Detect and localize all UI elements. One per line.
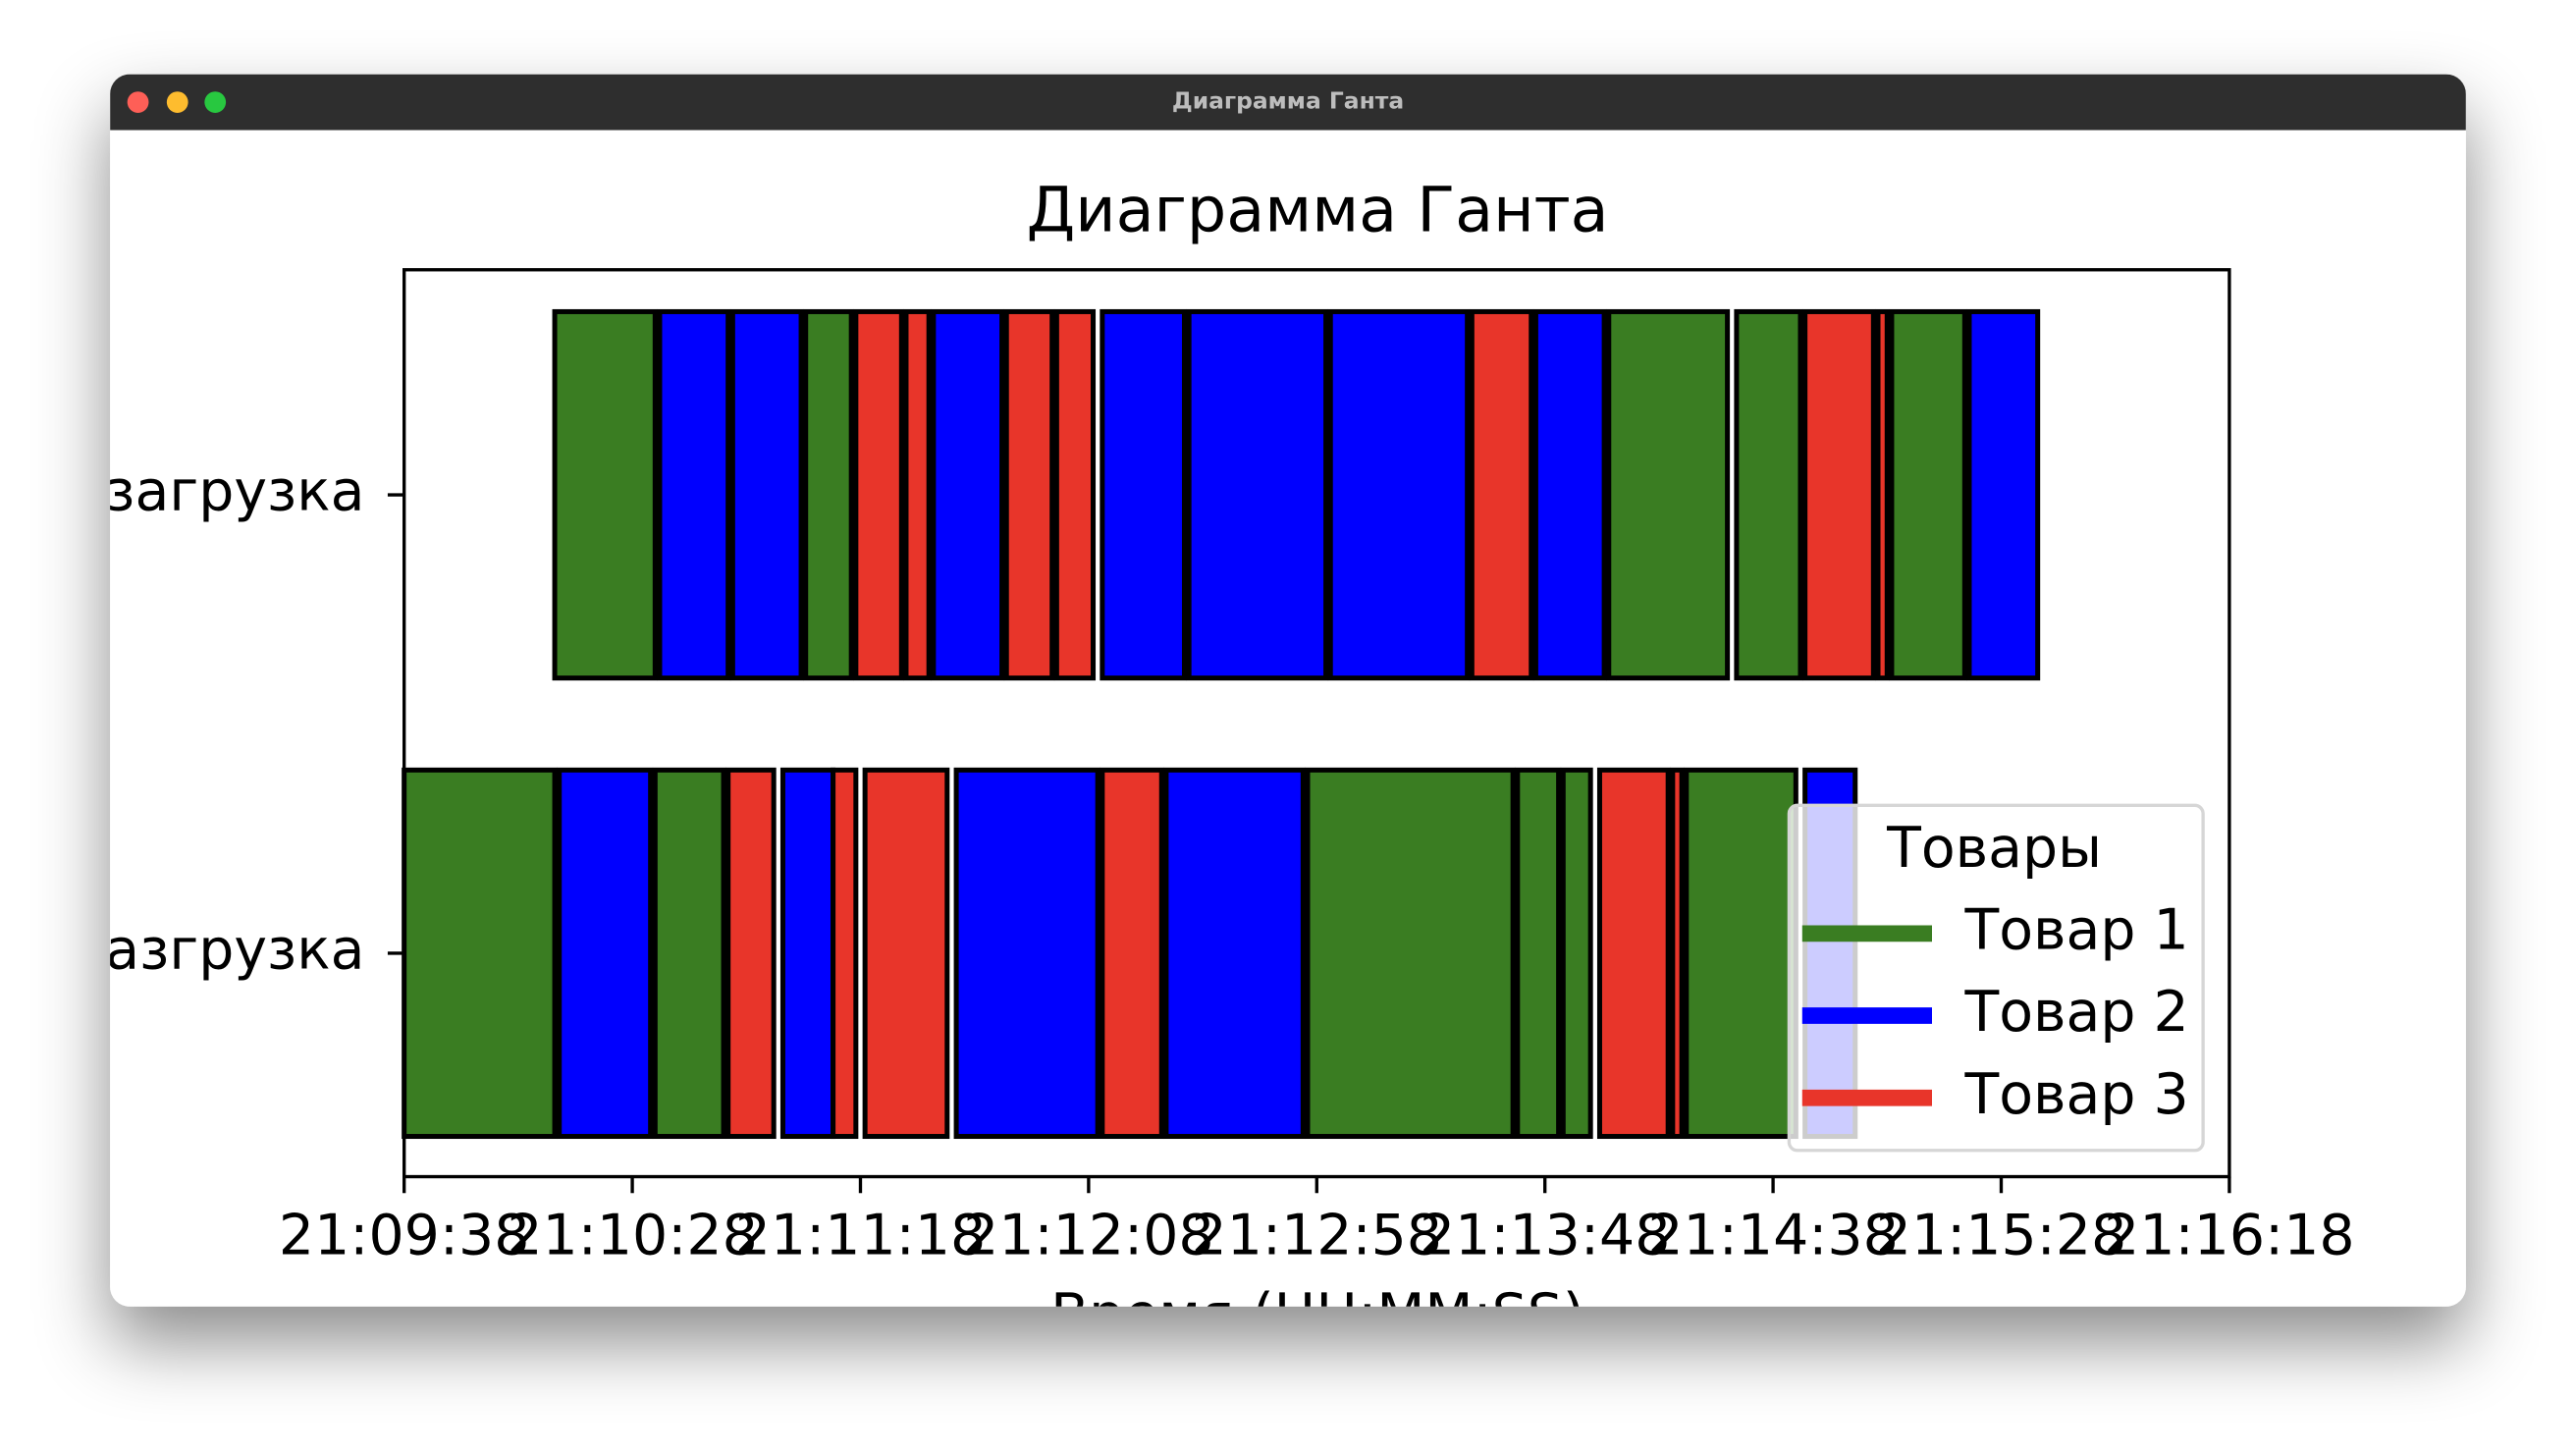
- task-bar: [725, 767, 777, 1140]
- task-bar: [1003, 308, 1055, 681]
- task-bar: [1875, 308, 1890, 681]
- x-tick-label: 21:11:18: [735, 1204, 986, 1268]
- task-bar: [1606, 308, 1731, 681]
- task-bar: [1515, 767, 1562, 1140]
- task-bar: [1532, 308, 1607, 681]
- x-tick-label: 21:15:28: [1876, 1204, 2126, 1268]
- task-bar: [1670, 767, 1685, 1140]
- x-tick-label: 21:13:48: [1420, 1204, 1670, 1268]
- x-tick-label: 21:14:38: [1647, 1204, 1898, 1268]
- legend-label: Товар 3: [1963, 1062, 2188, 1127]
- x-axis-label: Время (HH:MM:SS): [1050, 1282, 1584, 1347]
- x-tick-label: 21:12:58: [1192, 1204, 1442, 1268]
- legend-title: Товары: [1886, 816, 2102, 881]
- task-bar: [1684, 767, 1798, 1140]
- task-bar: [1469, 308, 1534, 681]
- task-bar: [862, 767, 950, 1140]
- task-bar: [1596, 767, 1671, 1140]
- task-bar: [953, 767, 1100, 1140]
- task-bar: [779, 767, 836, 1140]
- y-tick-label: загрузка: [105, 459, 364, 524]
- task-bar: [1305, 767, 1516, 1140]
- chart-title: Диаграмма Ганта: [1027, 173, 1609, 245]
- task-bar: [1100, 308, 1188, 681]
- task-bar: [853, 308, 904, 681]
- window-content: Диаграмма Ганта Диаграмма Ганта Время (H…: [105, 74, 2466, 1347]
- task-bar: [1053, 308, 1097, 681]
- task-bar: [1734, 308, 1803, 681]
- x-tick-label: 21:09:38: [279, 1204, 529, 1268]
- legend-box: [1787, 803, 2205, 1153]
- x-tick-label: 21:12:08: [963, 1204, 1213, 1268]
- task-bar: [402, 767, 558, 1140]
- task-bar: [652, 767, 726, 1140]
- close-button[interactable]: [127, 91, 149, 113]
- window-title: Диаграмма Ганта: [1172, 87, 1404, 115]
- legend: Товары Товар 1 Товар 2 Товар 3: [1787, 803, 2205, 1153]
- zoom-button[interactable]: [204, 91, 227, 113]
- task-bar: [831, 767, 859, 1140]
- task-bar: [1163, 767, 1306, 1140]
- legend-label: Товар 1: [1963, 897, 2188, 962]
- task-bar: [557, 767, 654, 1140]
- task-bar: [803, 308, 854, 681]
- task-bar: [1186, 308, 1329, 681]
- task-bar: [1889, 308, 1967, 681]
- task-bar: [552, 308, 658, 681]
- task-bar: [1100, 767, 1164, 1140]
- title-bar: [110, 74, 2466, 131]
- task-bar: [903, 308, 932, 681]
- task-bar: [729, 308, 804, 681]
- task-bar: [657, 308, 731, 681]
- task-bar: [1327, 308, 1471, 681]
- x-tick-label: 21:10:28: [507, 1204, 757, 1268]
- task-bar: [931, 308, 1005, 681]
- x-tick-label: 21:16:18: [2104, 1204, 2354, 1268]
- task-bar: [1560, 767, 1593, 1140]
- minimize-button[interactable]: [166, 91, 188, 113]
- task-bar: [1802, 308, 1876, 681]
- legend-label: Товар 2: [1963, 980, 2188, 1045]
- task-bar: [1966, 308, 2041, 681]
- y-tick-label: азгрузка: [105, 918, 364, 983]
